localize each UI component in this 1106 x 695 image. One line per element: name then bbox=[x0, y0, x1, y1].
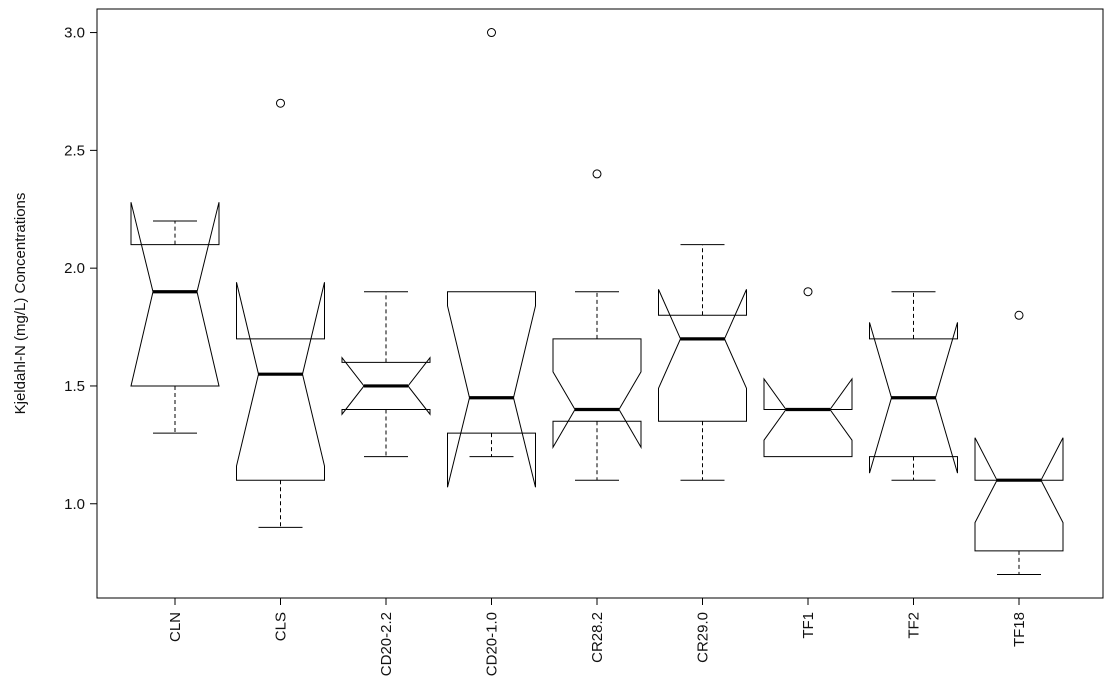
x-tick-label: CD20-2.2 bbox=[378, 612, 395, 676]
box-CR28.2 bbox=[552, 169, 642, 481]
y-tick-label: 1.0 bbox=[64, 496, 85, 513]
y-axis-title: Kjeldahl-N (mg/L) Concentrations bbox=[12, 193, 29, 415]
x-axis: CLN CLS CD20-2.2 CD20-1.0 CR28.2 CR29.0 TF1 TF2… bbox=[167, 598, 1028, 676]
y-tick-label: 1.5 bbox=[64, 378, 85, 395]
y-tick-label: 2.5 bbox=[64, 142, 85, 159]
y-axis: 1.0 1.5 2.0 2.5 3.0 bbox=[64, 25, 97, 513]
outlier-point bbox=[803, 287, 813, 297]
x-tick-label: TF18 bbox=[1011, 612, 1028, 647]
box-TF18 bbox=[974, 310, 1064, 575]
box-body bbox=[341, 356, 431, 416]
outlier-point bbox=[592, 169, 602, 179]
x-tick-label: CLS bbox=[273, 612, 290, 641]
x-tick-label: CR29.0 bbox=[695, 612, 712, 663]
box-body bbox=[130, 202, 220, 387]
box-CD20-1.0 bbox=[447, 28, 536, 488]
box-body bbox=[236, 282, 325, 481]
y-tick-label: 3.0 bbox=[64, 25, 85, 42]
plot-frame bbox=[96, 8, 1104, 599]
x-tick-label: TF1 bbox=[800, 612, 817, 639]
box-CD20-2.2 bbox=[341, 291, 431, 458]
outlier-point bbox=[487, 28, 496, 38]
box-body bbox=[447, 291, 536, 488]
x-tick-label: CLN bbox=[167, 612, 184, 642]
box-body bbox=[763, 377, 853, 458]
plot-border bbox=[96, 8, 1104, 599]
y-tick-label: 2.0 bbox=[64, 260, 85, 277]
x-tick-label: CD20-1.0 bbox=[484, 612, 501, 676]
outlier-point bbox=[1014, 310, 1024, 320]
x-tick-label: TF2 bbox=[906, 612, 923, 639]
box-TF2 bbox=[869, 291, 958, 481]
box-body bbox=[658, 289, 747, 422]
x-tick-label: CR28.2 bbox=[589, 612, 606, 663]
outlier-point bbox=[276, 98, 285, 108]
box-body bbox=[869, 322, 958, 474]
box-CR29.0 bbox=[658, 244, 747, 481]
box-body bbox=[552, 338, 642, 450]
boxes bbox=[130, 28, 1064, 575]
box-CLS bbox=[236, 98, 325, 528]
box-body bbox=[974, 437, 1064, 552]
box-CLN bbox=[130, 202, 220, 434]
box-TF1 bbox=[763, 287, 853, 458]
